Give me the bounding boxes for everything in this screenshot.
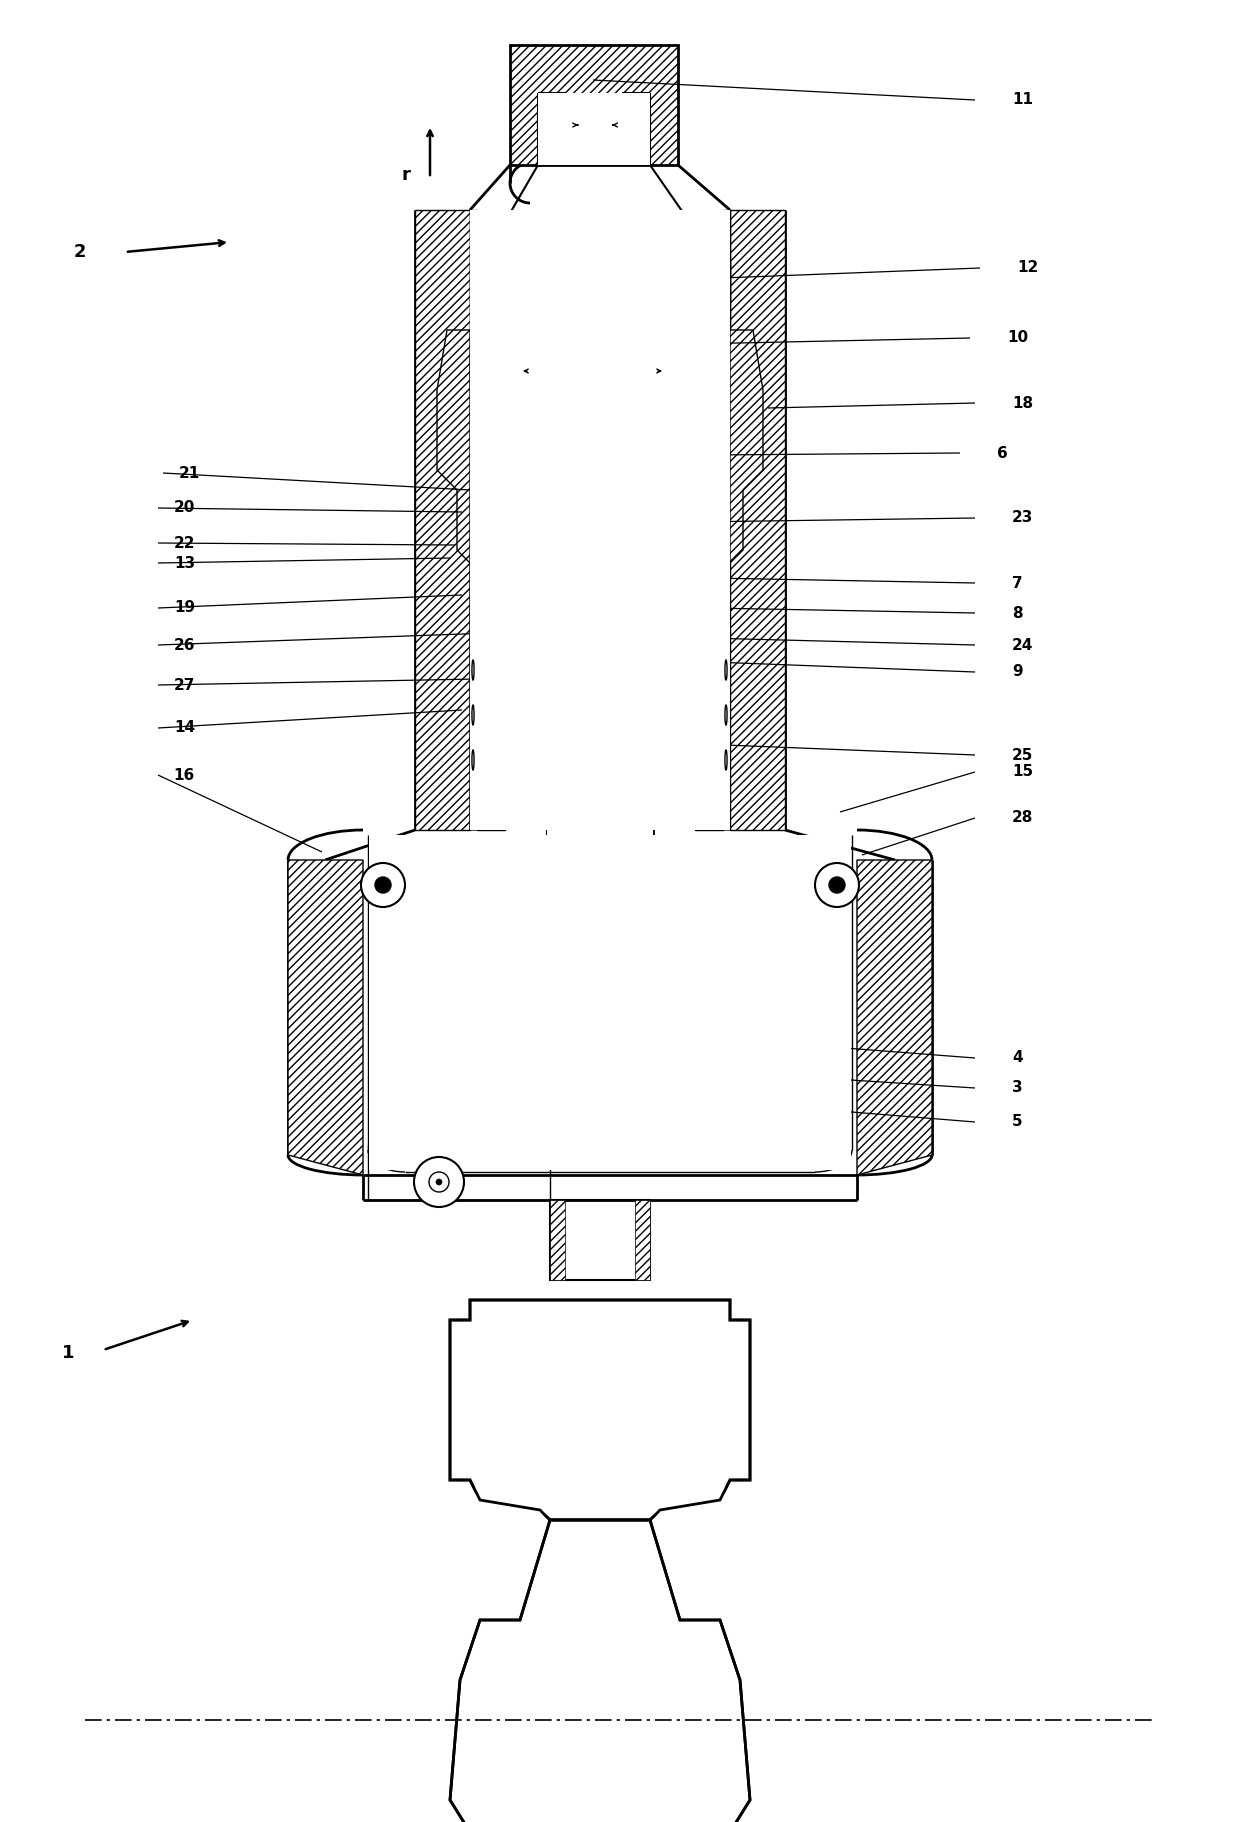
- Polygon shape: [658, 989, 670, 1002]
- Text: 7: 7: [1012, 576, 1023, 590]
- Polygon shape: [538, 93, 650, 166]
- Circle shape: [436, 1179, 441, 1184]
- Polygon shape: [470, 262, 510, 302]
- Circle shape: [815, 864, 859, 907]
- Polygon shape: [470, 210, 477, 330]
- Text: 11: 11: [1012, 93, 1033, 107]
- Polygon shape: [658, 1080, 670, 1091]
- Polygon shape: [658, 1008, 670, 1020]
- Polygon shape: [450, 1520, 750, 1822]
- Ellipse shape: [472, 751, 474, 771]
- Polygon shape: [665, 361, 680, 383]
- Polygon shape: [573, 1006, 627, 1049]
- Text: 18: 18: [1012, 395, 1033, 410]
- Polygon shape: [370, 834, 851, 1170]
- Text: 23: 23: [1012, 510, 1033, 525]
- Polygon shape: [477, 640, 547, 700]
- Polygon shape: [635, 1201, 650, 1281]
- Polygon shape: [689, 262, 730, 302]
- Text: 10: 10: [1007, 330, 1028, 346]
- Polygon shape: [627, 825, 645, 1006]
- Text: 15: 15: [1012, 765, 1033, 780]
- Polygon shape: [543, 95, 559, 111]
- Polygon shape: [723, 210, 730, 330]
- Text: 21: 21: [179, 465, 200, 481]
- Polygon shape: [658, 1044, 670, 1057]
- Polygon shape: [547, 476, 653, 840]
- Text: 4: 4: [1012, 1051, 1023, 1066]
- Polygon shape: [371, 920, 546, 1060]
- Polygon shape: [556, 825, 573, 1006]
- Polygon shape: [547, 476, 653, 840]
- Circle shape: [830, 876, 844, 893]
- Polygon shape: [658, 1026, 670, 1039]
- Polygon shape: [450, 1301, 750, 1520]
- Text: 20: 20: [174, 501, 195, 516]
- Ellipse shape: [725, 751, 727, 771]
- Text: 22: 22: [174, 536, 195, 550]
- Circle shape: [361, 864, 405, 907]
- Ellipse shape: [725, 705, 727, 725]
- Polygon shape: [723, 330, 763, 831]
- Circle shape: [429, 1172, 449, 1192]
- Text: 3: 3: [1012, 1080, 1023, 1095]
- Text: 26: 26: [174, 638, 195, 652]
- Polygon shape: [510, 46, 678, 166]
- Polygon shape: [288, 860, 363, 1175]
- Text: 1: 1: [62, 1345, 74, 1363]
- Text: r: r: [401, 166, 410, 184]
- Polygon shape: [658, 1062, 670, 1073]
- Text: 9: 9: [1012, 665, 1023, 680]
- Ellipse shape: [472, 705, 474, 725]
- Text: 27: 27: [174, 678, 195, 692]
- Polygon shape: [730, 210, 785, 831]
- Text: 14: 14: [174, 720, 195, 736]
- Polygon shape: [477, 270, 505, 831]
- Circle shape: [374, 876, 391, 893]
- Circle shape: [414, 1157, 464, 1206]
- Text: 13: 13: [174, 556, 195, 570]
- Text: 28: 28: [1012, 811, 1033, 825]
- Polygon shape: [573, 825, 627, 1006]
- Polygon shape: [470, 355, 505, 386]
- Polygon shape: [505, 361, 520, 383]
- Ellipse shape: [472, 660, 474, 680]
- Text: 8: 8: [1012, 605, 1023, 621]
- Polygon shape: [629, 95, 645, 111]
- Polygon shape: [539, 1006, 660, 1029]
- Ellipse shape: [725, 660, 727, 680]
- Text: 12: 12: [1017, 261, 1038, 275]
- Text: 24: 24: [1012, 638, 1033, 652]
- Polygon shape: [436, 330, 477, 831]
- Polygon shape: [653, 640, 723, 700]
- Text: 2: 2: [73, 242, 87, 261]
- Polygon shape: [470, 210, 730, 831]
- Text: 6: 6: [997, 446, 1008, 461]
- Polygon shape: [477, 700, 547, 731]
- Polygon shape: [475, 1305, 725, 1516]
- Polygon shape: [653, 700, 723, 731]
- Text: 16: 16: [174, 767, 195, 782]
- Text: 19: 19: [174, 601, 195, 616]
- Polygon shape: [694, 270, 723, 831]
- Polygon shape: [680, 355, 715, 386]
- Polygon shape: [857, 860, 932, 1175]
- Text: 5: 5: [1012, 1115, 1023, 1130]
- Text: 25: 25: [1012, 747, 1033, 762]
- Polygon shape: [415, 210, 470, 831]
- Polygon shape: [551, 1201, 565, 1281]
- Polygon shape: [376, 926, 539, 1055]
